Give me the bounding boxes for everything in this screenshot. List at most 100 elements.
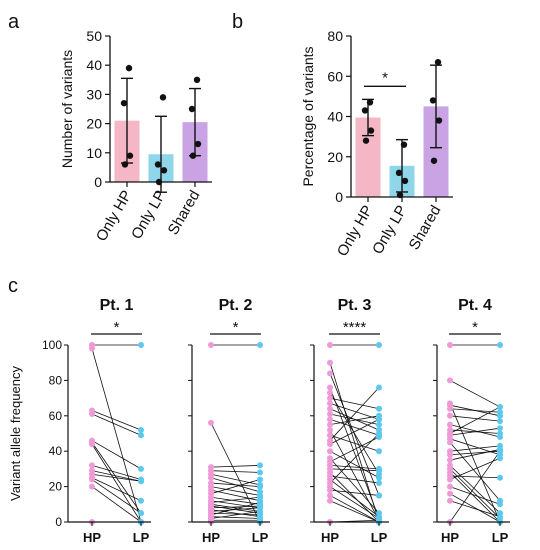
panel-c-subplot-4-pair-line-13 — [449, 450, 501, 456]
panel-c-subplot-1-lp-point-0 — [138, 342, 144, 348]
panel-c-subplot-3-pair-line-24 — [329, 486, 380, 519]
panel-c-subplot-3-pair-line-6 — [329, 403, 380, 420]
panel-c-subplot-4-lp-point-5 — [497, 418, 503, 425]
panel-c-subplot-4-hp-point-20 — [447, 483, 453, 490]
panel-a-point-1-2 — [160, 167, 168, 174]
panel-b-point-2-2 — [435, 117, 443, 124]
panel-c-subplot-1-pair-line-4 — [91, 440, 142, 470]
panel-c-subplot-3-title: Pt. 3 — [338, 297, 372, 314]
panel-c-subplot-4-lp-point-0 — [497, 342, 503, 348]
panel-c-subplot-3-pair-line-21 — [329, 475, 380, 484]
panel-c-subplot-2-hp-point-0 — [208, 342, 214, 348]
panel-c-subplot-4-hp-point-22 — [447, 497, 453, 504]
panel-a-ylabel: Number of variants — [59, 50, 75, 168]
panel-c-subplot-1-hp-point-6 — [89, 441, 95, 448]
panel-c-subplot-2-lp-point-12 — [257, 494, 263, 501]
panel-c-subplot-2-sig-label: * — [233, 319, 239, 336]
panel-c-subplot-3-lp-point-21 — [376, 480, 382, 487]
panel-c-subplot-4-pair-line-2 — [449, 403, 501, 523]
panel-c-subplot-3-sig-label: **** — [343, 319, 367, 336]
panel-a-xtick-label-0: Only HP — [93, 188, 136, 245]
panel-c-subplot-3-hp-point-7 — [327, 405, 333, 412]
panel-c-subplot-3-pair-line-9 — [329, 418, 380, 436]
panel-c-subplot-3-pair-line-10 — [329, 415, 380, 426]
panel-c-subplot-3-pair-line-23 — [329, 433, 380, 484]
panel-a-point-2-0 — [193, 76, 201, 84]
panel-c-subplot-4-lp-point-23 — [497, 448, 503, 455]
panel-c-subplot-3-hp-point-14 — [327, 441, 333, 448]
panel-c-subplot-3-hp-point-4 — [327, 389, 333, 396]
panel-c-subplot-1-lp-point-11 — [138, 510, 144, 517]
panel-c-subplot-2-lp-point-2 — [257, 462, 263, 469]
panel-a-ytick-label-20: 20 — [86, 116, 102, 132]
panel-c-subplot-1-pair-line-1 — [91, 348, 142, 523]
panel-c-subplot-1-lp-point-9 — [138, 478, 144, 485]
panel-c-subplot-3-lp-point-8 — [376, 421, 382, 428]
panel-c-subplot-3-hp-point-8 — [327, 411, 333, 418]
panel-c-ylabel: Variant allele frequency — [8, 366, 23, 501]
panel-c-subplot-4-pair-line-23 — [449, 450, 501, 523]
panel-c-subplot-4-pair-line-20 — [449, 486, 501, 505]
panel-c-subplot-3-pair-line-27 — [329, 500, 380, 523]
panel-a-ytick-label-30: 30 — [86, 86, 102, 102]
panel-b-ytick-label-40: 40 — [327, 109, 343, 125]
panel-c-subplot-1-pair-line-12 — [91, 486, 142, 523]
panel-c-subplot-4-hp-point-6 — [447, 421, 453, 428]
panel-c-subplot-2-pair-line-10 — [210, 496, 261, 505]
panel-c-subplot-3-xtick-label-HP: HP — [321, 530, 339, 545]
panel-c-subplot-3-hp-point-9 — [327, 416, 333, 423]
panel-c-subplot-3-hp-point-11 — [327, 426, 333, 433]
panel-c-subplot-4-pair-line-16 — [449, 468, 501, 519]
panel-c-subplot-1-pair-line-8 — [91, 470, 142, 482]
panel-c-subplot-3-hp-point-6 — [327, 400, 333, 407]
panel-c-subplot-2-xtick-label-HP: HP — [202, 530, 220, 545]
panel-c-subplot-3-hp-point-5 — [327, 395, 333, 402]
panel-a-ytick-label-50: 50 — [86, 28, 102, 44]
panel-c-subplot-2-pair-line-9 — [210, 479, 261, 495]
panel-c-subplot-3-lp-point-14 — [376, 416, 382, 423]
panel-c-subplot-1-lp-point-2 — [138, 426, 144, 433]
panel-c-subplot-1-pair-line-7 — [91, 464, 142, 480]
panel-c-subplot-4-sig-label: * — [472, 319, 478, 336]
panel-c-subplot-3-lp-point-12 — [376, 448, 382, 455]
panel-letter-c: c — [8, 275, 18, 297]
panel-c-subplot-3-pair-line-20 — [329, 472, 380, 523]
panel-c-subplot-3-hp-point-12 — [327, 432, 333, 439]
panel-b-sig-label-0: * — [382, 69, 388, 86]
panel-c-subplot-3-lp-point-0 — [376, 342, 382, 348]
panel-c-subplot-4-xtick-label-HP: HP — [441, 530, 459, 545]
panel-c-subplot-3-pair-line-14 — [329, 418, 380, 445]
panel-b-ytick-label-80: 80 — [327, 28, 343, 44]
panel-a-ytick-label-0: 0 — [94, 174, 102, 190]
panel-b-point-2-0 — [434, 58, 442, 66]
panel-c-subplot-3-hp-point-1 — [327, 359, 333, 366]
panel-a-point-0-2 — [126, 152, 134, 159]
panel-c-subplot-4-lp-point-7 — [497, 430, 503, 437]
panel-c-subplot-2-pair-line-8 — [210, 489, 261, 502]
panel-a-point-1-1 — [154, 161, 162, 168]
panel-c-subplot-3-pair-line-26 — [329, 495, 380, 523]
panel-a-point-0-0 — [125, 64, 133, 72]
panel-b-point-0-2 — [367, 127, 375, 134]
panel-c-subplot-1-ytick-label-0: 0 — [55, 515, 62, 529]
panel-c-subplot-1-hp-point-7 — [89, 462, 95, 469]
panel-c-subplot-3-hp-point-3 — [327, 384, 333, 391]
panel-c-subplot-1-lp-point-4 — [138, 465, 144, 472]
panel-c-subplot-2-pair-line-7 — [210, 486, 261, 496]
panel-c-subplot-3-pair-line-11 — [329, 429, 380, 521]
panel-c-subplot-3-pair-line-22 — [329, 479, 380, 518]
panel-c-subplot-1-pair-line-10 — [91, 477, 142, 502]
panel-c-subplot-4-pair-line-6 — [449, 424, 501, 438]
panel-c-subplot-2-pair-line-3 — [210, 470, 261, 473]
panel-c-subplot-4-lp-point-4 — [497, 409, 503, 416]
panel-c-subplot-3-xtick-label-LP: LP — [371, 530, 388, 545]
panel-c-subplot-4-hp-point-14 — [447, 457, 453, 464]
panel-c-subplot-4-pair-line-15 — [449, 465, 501, 514]
panel-a-point-1-0 — [159, 94, 167, 101]
panel-c-subplot-4-title: Pt. 4 — [458, 297, 492, 314]
panel-c-subplot-3-pair-line-25 — [329, 489, 380, 496]
panel-c-subplot-2-lp-point-9 — [257, 476, 263, 483]
panel-c-subplot-3-lp-point-5 — [376, 405, 382, 412]
panel-c-subplot-2-pair-line-17 — [210, 507, 261, 512]
panel-b-point-0-3 — [362, 137, 370, 144]
